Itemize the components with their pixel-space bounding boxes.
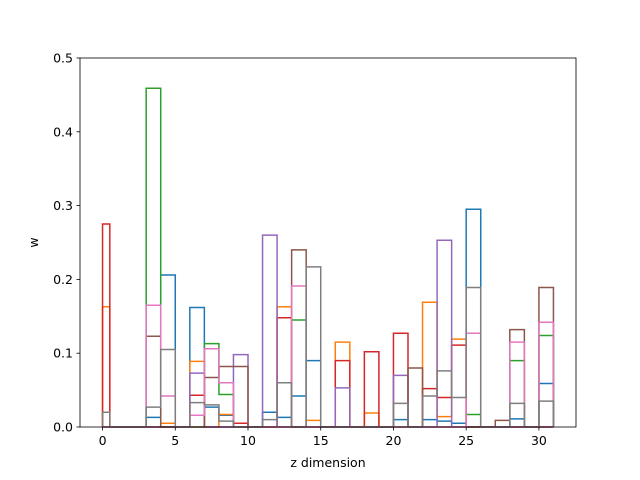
x-tick-label: 25 xyxy=(458,433,474,448)
y-axis-label: w xyxy=(26,237,41,247)
y-tick-label: 0.0 xyxy=(53,420,73,435)
y-tick-label: 0.5 xyxy=(53,51,73,66)
x-axis-label: z dimension xyxy=(290,455,365,470)
x-axis-ticks: 0 5 10 15 20 25 30 xyxy=(99,427,547,448)
y-tick-label: 0.4 xyxy=(53,124,73,139)
x-tick-label: 10 xyxy=(240,433,256,448)
x-tick-label: 5 xyxy=(171,433,179,448)
plot-frame xyxy=(79,57,577,428)
y-tick-label: 0.2 xyxy=(53,272,73,287)
x-tick-label: 20 xyxy=(386,433,402,448)
x-tick-label: 30 xyxy=(531,433,547,448)
y-tick-label: 0.3 xyxy=(53,198,73,213)
series-7-step xyxy=(101,266,555,428)
x-tick-label: 0 xyxy=(99,433,107,448)
y-tick-label: 0.1 xyxy=(53,346,73,361)
y-axis-ticks: 0.0 0.1 0.2 0.3 0.4 0.5 xyxy=(53,51,80,435)
x-tick-label: 15 xyxy=(313,433,329,448)
